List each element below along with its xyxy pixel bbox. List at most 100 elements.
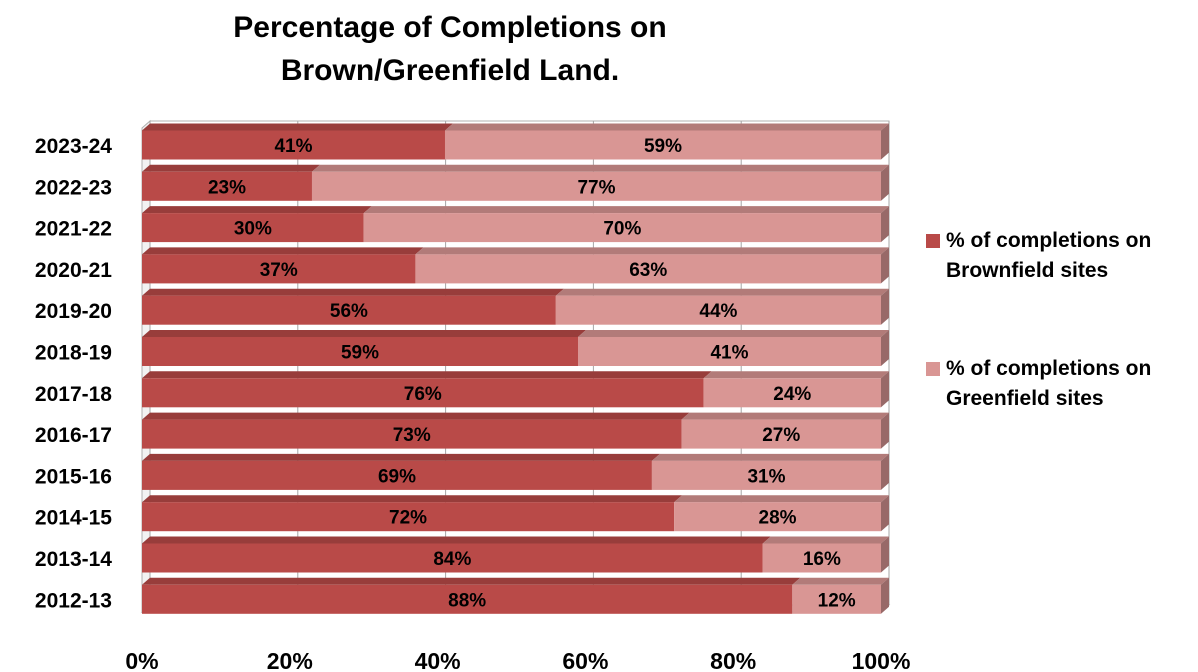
data-label-0-3: 37% <box>260 260 298 281</box>
bar-end-10 <box>881 536 889 573</box>
bar-0-2021-22 <box>142 213 364 243</box>
legend-item-greenfield[interactable]: % of completions on Greenfield sites <box>926 354 1151 414</box>
data-label-1-8: 31% <box>747 466 785 487</box>
bar-1-2017-18 <box>703 378 881 408</box>
x-tick-label-0: 0% <box>125 648 158 672</box>
bars-layer <box>142 123 890 614</box>
bar-0-2019-20 <box>142 295 556 325</box>
data-label-1-2: 70% <box>603 219 641 240</box>
bar-0-2023-24 <box>142 130 445 160</box>
bar-top-1-5 <box>578 330 889 337</box>
data-label-1-4: 44% <box>699 301 737 322</box>
bar-1-2016-17 <box>681 419 881 449</box>
bar-top-0-1 <box>142 164 320 172</box>
chart-title-line-2: Brown/Greenfield Land. <box>280 54 620 87</box>
bar-top-0-4 <box>142 288 564 296</box>
bar-top-1-7 <box>681 412 889 420</box>
chart-title-line-1: Percentage of Completions on <box>233 11 667 44</box>
chart-title: Percentage of Completions on Brown/Green… <box>110 6 790 92</box>
bar-top-0-8 <box>142 453 660 461</box>
category-label-10: 2013-14 <box>35 548 112 571</box>
data-label-1-7: 27% <box>762 425 800 446</box>
data-label-0-2: 30% <box>234 219 272 240</box>
bar-1-2022-23 <box>311 171 882 201</box>
legend-label-brownfield-line-1: % of completions on <box>946 229 1152 252</box>
bar-0-2014-15 <box>142 502 675 532</box>
data-label-1-5: 41% <box>710 343 748 364</box>
bar-1-2012-13 <box>792 584 881 614</box>
bar-end-9 <box>881 495 889 532</box>
axis-layer: 2023-24 2022-23 2021-22 2020-21 2019-20 2018-… <box>35 135 910 672</box>
x-tick-label-3: 60% <box>562 648 608 672</box>
data-label-0-1: 23% <box>208 177 246 198</box>
bar-1-2020-21 <box>415 254 881 284</box>
bar-end-8 <box>881 453 889 490</box>
bar-1-2019-20 <box>555 295 881 325</box>
data-label-1-9: 28% <box>759 508 797 529</box>
bar-top-1-4 <box>555 288 889 296</box>
bar-end-2 <box>881 206 889 243</box>
category-label-3: 2020-21 <box>35 259 112 282</box>
bar-top-0-7 <box>142 412 690 420</box>
bar-top-1-8 <box>651 453 889 461</box>
legend-label-brownfield-line-2: Brownfield sites <box>946 259 1109 282</box>
bar-0-2013-14 <box>142 543 763 573</box>
bar-top-1-10 <box>762 536 889 544</box>
bar-1-2013-14 <box>762 543 881 573</box>
category-label-6: 2017-18 <box>35 383 112 406</box>
bar-end-4 <box>881 288 889 325</box>
bar-0-2012-13 <box>142 584 793 614</box>
data-label-0-7: 73% <box>393 425 431 446</box>
legend-swatch-brownfield <box>926 234 940 248</box>
bar-top-0-6 <box>142 371 712 379</box>
data-label-1-6: 24% <box>773 384 811 405</box>
category-label-4: 2019-20 <box>35 300 112 323</box>
bar-top-1-1 <box>311 164 890 172</box>
bar-end-5 <box>881 330 889 366</box>
bar-top-1-0 <box>444 123 889 131</box>
bar-top-0-11 <box>142 577 801 585</box>
bar-1-2014-15 <box>674 502 881 532</box>
bar-0-2017-18 <box>142 378 704 408</box>
bar-0-2022-23 <box>142 171 312 201</box>
bar-1-2023-24 <box>444 130 881 160</box>
bar-end-3 <box>881 247 889 284</box>
data-label-1-10: 16% <box>803 549 841 570</box>
bar-top-0-9 <box>142 495 683 503</box>
bar-end-1 <box>881 164 889 201</box>
bar-0-2015-16 <box>142 460 652 490</box>
bar-top-1-9 <box>674 495 889 503</box>
data-label-0-8: 69% <box>378 466 416 487</box>
bar-end-0 <box>881 123 889 160</box>
data-label-1-11: 12% <box>818 590 856 611</box>
category-label-1: 2022-23 <box>35 176 112 199</box>
category-label-0: 2023-24 <box>35 135 112 158</box>
data-label-1-3: 63% <box>629 260 667 281</box>
category-label-11: 2012-13 <box>35 589 112 612</box>
bar-1-2015-16 <box>651 460 881 490</box>
data-label-0-6: 76% <box>404 384 442 405</box>
bar-0-2018-19 <box>142 337 579 366</box>
data-label-0-11: 88% <box>448 590 486 611</box>
bar-top-1-6 <box>703 371 889 379</box>
data-label-0-0: 41% <box>274 136 312 157</box>
bar-0-2020-21 <box>142 254 416 284</box>
data-label-0-9: 72% <box>389 508 427 529</box>
labels-layer: 41% 59% 23% 77% 30% 70% 37% 63% 56% 44% 59% 41% 76% 2… <box>208 136 856 611</box>
bar-top-0-2 <box>142 206 372 214</box>
x-tick-label-4: 80% <box>710 648 756 672</box>
x-tick-label-5: 100% <box>852 648 911 672</box>
legend-label-greenfield-line-1: % of completions on <box>946 357 1152 380</box>
bar-top-0-3 <box>142 247 424 255</box>
bar-0-2016-17 <box>142 419 682 449</box>
bar-top-0-0 <box>142 123 453 131</box>
data-label-0-4: 56% <box>330 301 368 322</box>
legend-item-brownfield[interactable]: % of completions on Brownfield sites <box>926 226 1151 286</box>
bar-1-2021-22 <box>363 213 881 243</box>
bar-end-7 <box>881 412 889 449</box>
category-label-9: 2014-15 <box>35 507 112 530</box>
bar-top-0-5 <box>142 330 587 337</box>
bar-top-1-2 <box>363 206 889 214</box>
bar-end-6 <box>881 371 889 408</box>
